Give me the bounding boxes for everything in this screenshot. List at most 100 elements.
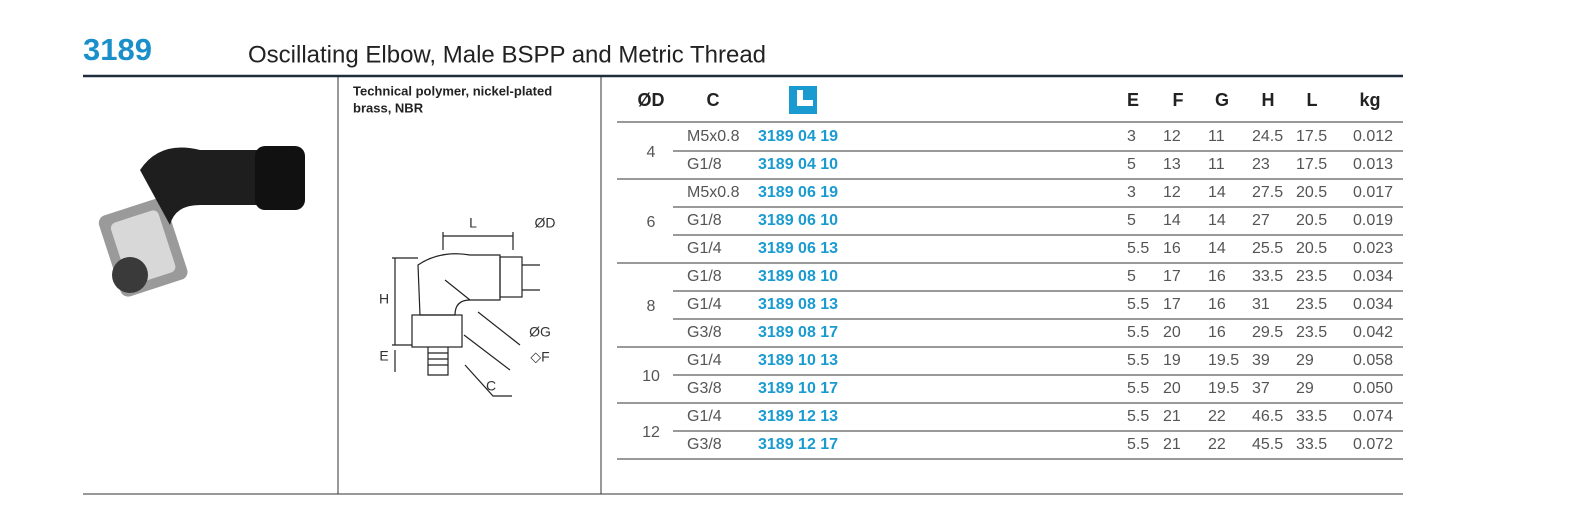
table-cell: G1/4 — [687, 240, 722, 257]
table-cell: G1/4 — [687, 296, 722, 313]
table-cell: G1/8 — [687, 156, 722, 173]
material-text: brass, NBR — [353, 100, 424, 115]
table-cell: 0.034 — [1353, 268, 1393, 285]
table-cell: 20.5 — [1296, 240, 1327, 257]
part-number: 3189 08 17 — [758, 324, 838, 341]
table-cell: 22 — [1208, 436, 1226, 453]
table-cell: 17 — [1163, 296, 1181, 313]
table-cell: G3/8 — [687, 436, 722, 453]
part-number: 3189 08 10 — [758, 268, 838, 285]
table-cell: G3/8 — [687, 324, 722, 341]
table-cell: 12 — [1163, 128, 1181, 145]
table-cell: 5.5 — [1127, 380, 1149, 397]
table-cell: 29.5 — [1252, 324, 1283, 341]
column-header: kg — [1359, 90, 1380, 110]
table-cell: 23.5 — [1296, 268, 1327, 285]
table-cell: 45.5 — [1252, 436, 1283, 453]
table-cell: 0.013 — [1353, 156, 1393, 173]
table-cell: 5.5 — [1127, 408, 1149, 425]
table-cell: 20 — [1163, 380, 1181, 397]
table-cell: 0.017 — [1353, 184, 1393, 201]
table-cell: 0.074 — [1353, 408, 1393, 425]
table-cell: 5.5 — [1127, 324, 1149, 341]
table-cell: 17 — [1163, 268, 1181, 285]
dimension-label: C — [486, 378, 496, 394]
table-cell: G3/8 — [687, 380, 722, 397]
table-cell: 13 — [1163, 156, 1181, 173]
table-cell: 5.5 — [1127, 352, 1149, 369]
dimension-label: ØG — [529, 324, 551, 340]
column-header: C — [707, 90, 720, 110]
table-cell: 3 — [1127, 184, 1136, 201]
table-cell: G1/4 — [687, 408, 722, 425]
table-cell: 12 — [1163, 184, 1181, 201]
table-cell: 11 — [1208, 128, 1225, 145]
column-header: ØD — [638, 90, 665, 110]
table-cell: 23.5 — [1296, 296, 1327, 313]
column-header: F — [1173, 90, 1184, 110]
table-cell: 46.5 — [1252, 408, 1283, 425]
dimension-label: ◇F — [530, 349, 549, 365]
part-number: 3189 10 17 — [758, 380, 838, 397]
table-cell: 16 — [1208, 268, 1226, 285]
table-cell: G1/4 — [687, 352, 722, 369]
table-cell: M5x0.8 — [687, 128, 740, 145]
table-cell: 27 — [1252, 212, 1270, 229]
table-cell: 0.012 — [1353, 128, 1393, 145]
od-value: 12 — [642, 424, 660, 441]
od-value: 6 — [647, 214, 656, 231]
table-cell: 14 — [1208, 184, 1226, 201]
part-number: 3189 08 13 — [758, 296, 838, 313]
table-cell: G1/8 — [687, 268, 722, 285]
table-cell: 14 — [1163, 212, 1181, 229]
table-cell: 16 — [1163, 240, 1181, 257]
table-cell: 19 — [1163, 352, 1181, 369]
product-code: 3189 — [83, 32, 152, 67]
column-header: G — [1215, 90, 1229, 110]
part-number: 3189 04 10 — [758, 156, 838, 173]
od-value: 4 — [647, 144, 656, 161]
table-cell: 33.5 — [1252, 268, 1283, 285]
table-cell: 16 — [1208, 296, 1226, 313]
table-cell: 39 — [1252, 352, 1270, 369]
column-header: E — [1127, 90, 1139, 110]
table-cell: 22 — [1208, 408, 1226, 425]
table-cell: 24.5 — [1252, 128, 1283, 145]
product-photo — [98, 146, 305, 297]
table-cell: 5 — [1127, 212, 1136, 229]
table-cell: 14 — [1208, 240, 1226, 257]
material-text: Technical polymer, nickel-plated — [353, 83, 552, 98]
table-cell: 5 — [1127, 156, 1136, 173]
table-cell: 14 — [1208, 212, 1226, 229]
table-cell: 19.5 — [1208, 352, 1239, 369]
dimension-label: E — [379, 348, 388, 364]
part-number: 3189 06 10 — [758, 212, 838, 229]
part-number: 3189 06 19 — [758, 184, 838, 201]
table-cell: 20.5 — [1296, 212, 1327, 229]
table-cell: 17.5 — [1296, 128, 1327, 145]
part-number: 3189 04 19 — [758, 128, 838, 145]
od-value: 10 — [642, 368, 660, 385]
part-number: 3189 12 17 — [758, 436, 838, 453]
part-number: 3189 06 13 — [758, 240, 838, 257]
dimension-label: ØD — [535, 215, 556, 231]
table-cell: 25.5 — [1252, 240, 1283, 257]
part-number: 3189 12 13 — [758, 408, 838, 425]
table-cell: 0.050 — [1353, 380, 1393, 397]
table-cell: 5 — [1127, 268, 1136, 285]
table-cell: 0.023 — [1353, 240, 1393, 257]
table-cell: 23.5 — [1296, 324, 1327, 341]
table-cell: 20 — [1163, 324, 1181, 341]
table-cell: 29 — [1296, 352, 1314, 369]
table-cell: 29 — [1296, 380, 1314, 397]
table-cell: 5.5 — [1127, 296, 1149, 313]
table-cell: G1/8 — [687, 212, 722, 229]
table-cell: 27.5 — [1252, 184, 1283, 201]
table-cell: 0.042 — [1353, 324, 1393, 341]
table-cell: 0.034 — [1353, 296, 1393, 313]
table-cell: 23 — [1252, 156, 1270, 173]
table-cell: 31 — [1252, 296, 1270, 313]
column-header: L — [1307, 90, 1318, 110]
table-cell: 0.072 — [1353, 436, 1393, 453]
